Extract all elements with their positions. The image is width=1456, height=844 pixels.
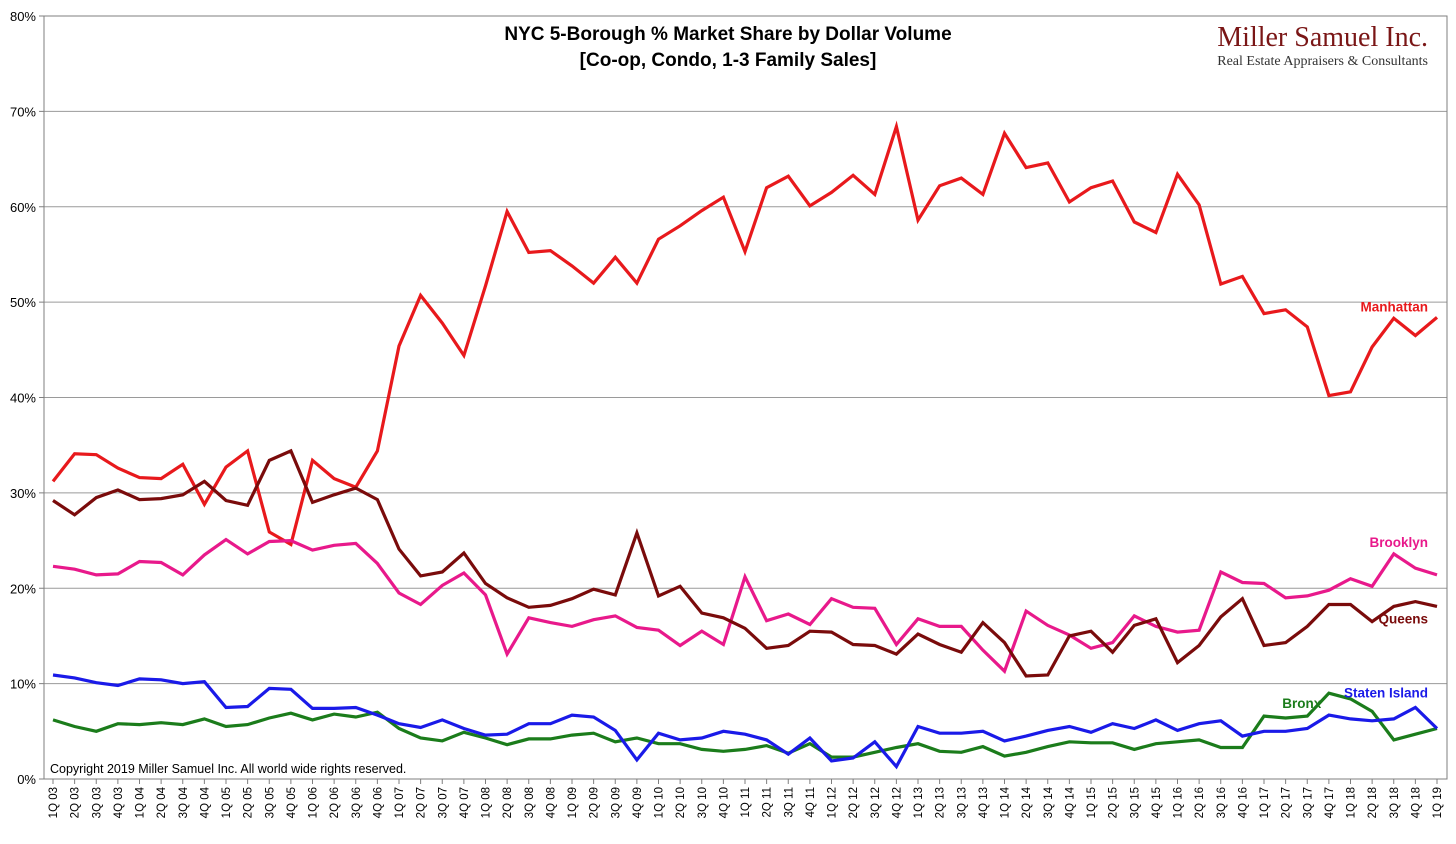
x-tick-label: 3Q 14 — [1043, 786, 1055, 818]
chart-title: NYC 5-Borough % Market Share by Dollar V… — [504, 24, 951, 45]
company-logo: Miller Samuel Inc. Real Estate Appraiser… — [1217, 22, 1428, 69]
x-tick-label: 4Q 04 — [199, 786, 211, 818]
x-tick-label: 1Q 16 — [1173, 787, 1185, 818]
series-lines — [51, 120, 1439, 770]
x-tick-label: 3Q 09 — [610, 787, 622, 818]
y-tick-label: 10% — [10, 677, 36, 692]
x-tick-label: 2Q 15 — [1108, 787, 1120, 818]
x-tick-label: 1Q 09 — [567, 787, 579, 818]
series-label-queens: Queens — [1378, 611, 1428, 626]
x-tick-label: 2Q 17 — [1281, 787, 1293, 818]
x-tick-label: 4Q 06 — [372, 787, 384, 818]
y-tick-label: 50% — [10, 295, 36, 310]
y-axis-tick-labels: 0% 10% 20% 30% 40% 50% 60% 70% 80% — [10, 9, 36, 787]
series-label-bronx: Bronx — [1282, 696, 1321, 711]
logo-tagline: Real Estate Appraisers & Consultants — [1217, 54, 1428, 69]
series-labels: Manhattan Brooklyn Queens Bronx Staten Islan… — [1282, 299, 1428, 711]
x-tick-label: 2Q 06 — [329, 787, 341, 818]
x-tick-label: 4Q 08 — [545, 787, 557, 818]
x-tick-label: 2Q 12 — [848, 787, 860, 818]
x-tick-label: 4Q 17 — [1324, 787, 1336, 818]
x-tick-label: 3Q 13 — [956, 787, 968, 818]
x-tick-label: 4Q 18 — [1410, 787, 1422, 818]
chart-subtitle: [Co-op, Condo, 1-3 Family Sales] — [580, 50, 877, 71]
series-label-manhattan: Manhattan — [1361, 299, 1429, 314]
series-line-staten-island — [52, 673, 1439, 770]
x-tick-label: 3Q 11 — [783, 787, 795, 817]
copyright-notice: Copyright 2019 Miller Samuel Inc. All wo… — [50, 762, 406, 776]
x-tick-label: 4Q 11 — [805, 787, 817, 817]
x-tick-label: 2Q 18 — [1367, 787, 1379, 818]
x-tick-label: 3Q 12 — [870, 787, 882, 818]
x-axis-tick-labels: 1Q 03 2Q 03 3Q 03 4Q 03 1Q 04 2Q 04 3Q 04 4Q 04… — [48, 779, 1444, 818]
logo-name: Miller Samuel Inc. — [1217, 22, 1428, 53]
x-tick-label: 1Q 19 — [1432, 787, 1444, 818]
x-tick-label: 2Q 11 — [762, 787, 774, 817]
x-tick-label: 1Q 18 — [1346, 787, 1358, 818]
x-tick-label: 1Q 03 — [48, 787, 60, 818]
series-label-brooklyn: Brooklyn — [1369, 535, 1428, 550]
x-tick-label: 1Q 15 — [1086, 787, 1098, 818]
x-tick-label: 2Q 10 — [675, 787, 687, 818]
x-tick-label: 4Q 13 — [978, 787, 990, 818]
y-tick-label: 30% — [10, 486, 36, 501]
x-tick-label: 2Q 07 — [416, 787, 428, 818]
x-tick-label: 4Q 10 — [718, 787, 730, 818]
x-tick-label: 2Q 08 — [502, 787, 514, 818]
y-tick-label: 80% — [10, 9, 36, 24]
x-tick-label: 3Q 17 — [1302, 787, 1314, 818]
x-tick-label: 1Q 05 — [221, 787, 233, 818]
x-tick-label: 2Q 13 — [935, 787, 947, 818]
x-tick-label: 1Q 06 — [308, 787, 320, 818]
x-tick-label: 3Q 06 — [351, 787, 363, 818]
x-tick-label: 3Q 03 — [91, 787, 103, 818]
x-tick-label: 3Q 07 — [437, 787, 449, 818]
x-tick-label: 1Q 04 — [135, 786, 147, 818]
x-tick-label: 4Q 05 — [286, 787, 298, 818]
series-line-bronx — [52, 691, 1438, 759]
x-tick-label: 4Q 07 — [459, 787, 471, 818]
x-tick-label: 4Q 16 — [1237, 787, 1249, 818]
x-tick-label: 3Q 16 — [1216, 787, 1228, 818]
x-tick-label: 2Q 05 — [243, 787, 255, 818]
x-tick-label: 1Q 10 — [654, 787, 666, 818]
x-tick-label: 3Q 08 — [524, 787, 536, 818]
x-tick-label: 1Q 11 — [740, 787, 752, 817]
x-tick-label: 2Q 14 — [1021, 786, 1033, 818]
x-tick-label: 3Q 04 — [178, 786, 190, 818]
x-tick-label: 2Q 09 — [589, 787, 601, 818]
x-tick-label: 4Q 09 — [632, 787, 644, 818]
x-tick-label: 4Q 14 — [1064, 786, 1076, 818]
x-tick-label: 4Q 15 — [1151, 787, 1163, 818]
x-tick-label: 4Q 12 — [891, 787, 903, 818]
x-tick-label: 2Q 16 — [1194, 787, 1206, 818]
x-tick-label: 1Q 17 — [1259, 787, 1271, 818]
x-tick-label: 1Q 14 — [1000, 786, 1012, 818]
series-line-brooklyn — [52, 537, 1438, 675]
series-line-queens — [52, 448, 1438, 678]
y-tick-label: 60% — [10, 200, 36, 215]
x-tick-label: 3Q 15 — [1129, 787, 1141, 818]
series-label-staten-island: Staten Island — [1344, 685, 1428, 700]
x-tick-label: 1Q 08 — [481, 787, 493, 818]
y-tick-label: 70% — [10, 104, 36, 119]
x-tick-label: 1Q 07 — [394, 787, 406, 818]
x-tick-label: 3Q 05 — [264, 787, 276, 818]
x-tick-label: 2Q 04 — [156, 786, 168, 818]
gridlines — [39, 15, 1447, 780]
y-tick-label: 40% — [10, 391, 36, 406]
y-tick-label: 0% — [17, 772, 36, 787]
y-tick-label: 20% — [10, 581, 36, 596]
x-tick-label: 3Q 18 — [1389, 787, 1401, 818]
x-tick-label: 1Q 12 — [827, 787, 839, 818]
x-tick-label: 1Q 13 — [913, 787, 925, 818]
x-tick-label: 4Q 03 — [113, 787, 125, 818]
x-tick-label: 3Q 10 — [697, 787, 709, 818]
x-tick-label: 2Q 03 — [70, 787, 82, 818]
